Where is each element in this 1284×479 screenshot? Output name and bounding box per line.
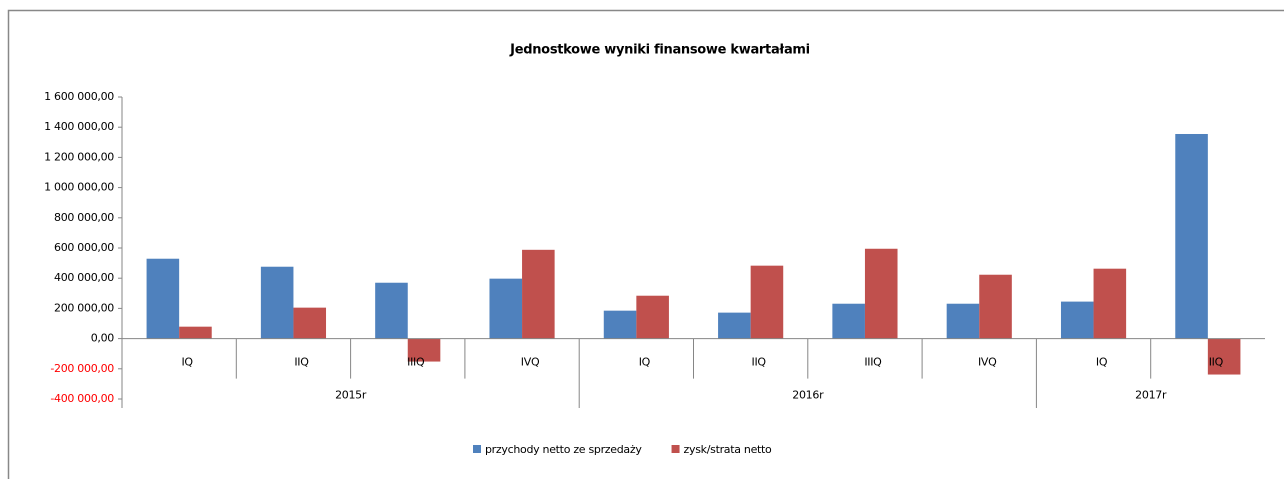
- x-tick-label: IQ: [181, 356, 193, 369]
- legend-label: przychody netto ze sprzedaży: [485, 443, 642, 456]
- bar: [636, 295, 669, 339]
- bar: [946, 303, 980, 339]
- bar: [750, 265, 784, 339]
- bar: [146, 258, 180, 339]
- y-tick-label: 200 000,00: [54, 301, 114, 314]
- y-tick-label: 600 000,00: [54, 241, 114, 254]
- group-label: 2017r: [1135, 389, 1167, 402]
- bar: [1207, 338, 1241, 375]
- legend-swatch: [473, 445, 481, 453]
- y-tick-label: 0,00: [91, 332, 115, 345]
- y-tick-label: 1 000 000,00: [44, 181, 114, 194]
- bar: [489, 278, 523, 339]
- y-tick-label: 800 000,00: [54, 211, 114, 224]
- x-tick-label: IVQ: [521, 356, 540, 369]
- chart-frame: [7, 9, 1284, 479]
- x-tick-label: IIQ: [294, 356, 309, 369]
- group-label: 2016r: [792, 389, 824, 402]
- bar: [522, 249, 555, 339]
- bar: [260, 266, 294, 339]
- bar: [718, 312, 751, 339]
- x-tick-label: IQ: [639, 356, 651, 369]
- y-tick-label: 1 400 000,00: [44, 120, 114, 133]
- y-tick-label: 1 200 000,00: [44, 150, 114, 163]
- bar: [864, 248, 898, 339]
- bar: [407, 338, 441, 362]
- bar: [375, 282, 408, 339]
- bar: [1060, 301, 1094, 339]
- y-tick-label: 1 600 000,00: [44, 90, 114, 103]
- x-tick-label: IIQ: [1209, 356, 1224, 369]
- bar: [979, 274, 1012, 339]
- legend-swatch: [671, 445, 680, 453]
- x-tick-label: IVQ: [978, 356, 997, 369]
- bar: [832, 303, 865, 339]
- bar: [603, 310, 637, 339]
- y-tick-label: 400 000,00: [54, 271, 114, 284]
- bar: [179, 326, 212, 339]
- x-tick-label: IIIQ: [864, 356, 882, 369]
- x-tick-label: IIQ: [752, 356, 767, 369]
- chart-title: Jednostkowe wyniki finansowe kwartałami: [509, 43, 810, 58]
- bar: [1175, 133, 1208, 339]
- bar: [293, 307, 327, 339]
- group-label: 2015r: [335, 389, 367, 402]
- y-tick-label: -200 000,00: [50, 362, 114, 375]
- x-tick-label: IQ: [1096, 356, 1108, 369]
- x-tick-label: IIIQ: [407, 356, 425, 369]
- y-tick-label: -400 000,00: [50, 392, 114, 405]
- bar: [1093, 268, 1127, 339]
- legend-label: zysk/strata netto: [684, 443, 773, 456]
